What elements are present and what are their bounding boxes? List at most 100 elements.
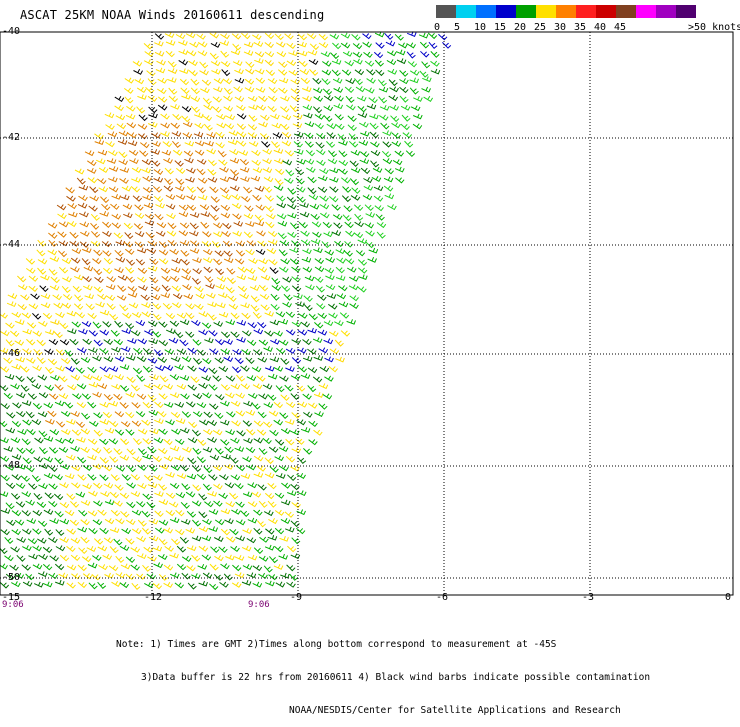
wind-barb: [180, 501, 190, 509]
wind-barb: [196, 402, 207, 409]
wind-barb: [133, 437, 142, 446]
wind-barb: [78, 328, 88, 335]
wind-barb: [223, 87, 233, 95]
wind-barb: [20, 384, 30, 392]
wind-barb: [215, 394, 225, 401]
wind-barb: [199, 204, 210, 211]
wind-barb: [366, 77, 376, 84]
wind-barb: [131, 402, 141, 409]
wind-barb: [136, 393, 147, 400]
wind-barb: [142, 194, 152, 201]
wind-barb: [179, 78, 190, 86]
wind-barb: [58, 266, 69, 274]
wind-barb: [240, 302, 250, 309]
wind-barb: [135, 258, 146, 266]
wind-barb: [55, 365, 65, 372]
wind-barb: [87, 510, 98, 517]
wind-barb: [201, 322, 212, 329]
wind-barb: [55, 529, 65, 536]
wind-barb: [261, 141, 271, 148]
wind-barb: [344, 240, 354, 248]
wind-barb: [158, 241, 168, 249]
wind-barb: [173, 149, 183, 156]
wind-barb: [315, 285, 325, 293]
wind-barb: [179, 339, 189, 347]
wind-barb: [5, 322, 15, 329]
wind-barb: [324, 356, 334, 363]
wind-barb: [375, 69, 385, 77]
wind-barb: [340, 177, 351, 184]
wind-barb: [273, 419, 284, 426]
wind-barb: [189, 240, 200, 247]
wind-barb: [88, 582, 98, 590]
wind-barb: [194, 286, 204, 293]
wind-barb: [271, 284, 281, 291]
wind-barb: [81, 556, 92, 563]
wind-barb: [38, 463, 49, 469]
wind-barb: [110, 203, 120, 210]
wind-barb: [153, 195, 164, 203]
wind-barb: [399, 70, 409, 77]
wind-barb: [218, 492, 228, 499]
wind-barb: [312, 337, 323, 344]
wind-barb: [182, 132, 193, 139]
wind-barb: [210, 196, 220, 203]
wind-barb: [97, 581, 107, 590]
wind-barb: [281, 131, 292, 139]
wind-barb: [242, 528, 252, 534]
colorbar-label: 15: [494, 22, 507, 33]
wind-barb: [190, 78, 200, 86]
wind-barb: [6, 301, 17, 308]
wind-barb: [186, 545, 197, 552]
wind-barb: [348, 133, 358, 141]
wind-barb: [87, 473, 97, 481]
wind-barb: [65, 454, 76, 461]
wind-barb: [31, 383, 42, 390]
wind-barb: [17, 428, 27, 435]
wind-barb: [44, 384, 55, 391]
wind-barb: [165, 510, 176, 517]
wind-barb: [214, 250, 224, 257]
wind-barb: [294, 149, 304, 155]
wind-barb: [144, 329, 154, 336]
wind-barb: [276, 202, 287, 209]
wind-barb: [93, 412, 103, 419]
wind-barb: [268, 518, 278, 525]
wind-barb: [114, 429, 125, 436]
wind-barb: [28, 553, 38, 560]
wind-barb: [290, 374, 301, 381]
wind-barb: [322, 393, 333, 400]
wind-barb: [58, 393, 69, 400]
wind-barb: [70, 500, 80, 508]
wind-barb: [247, 517, 258, 524]
wind-barb: [66, 419, 76, 425]
wind-barb: [176, 312, 187, 319]
wind-barb: [58, 572, 69, 579]
wind-barb: [202, 446, 213, 453]
wind-barb: [82, 338, 92, 345]
wind-barb: [364, 204, 374, 212]
wind-barb: [137, 247, 147, 254]
wind-barb: [254, 214, 264, 222]
wind-barb: [169, 552, 179, 559]
wind-barb: [100, 491, 110, 497]
wind-barb: [87, 177, 98, 184]
wind-barb: [335, 356, 345, 363]
wind-barb: [71, 247, 82, 254]
wind-barb: [108, 438, 119, 445]
wind-barb: [267, 394, 277, 401]
wind-barb: [202, 392, 212, 399]
wind-barb: [292, 122, 303, 128]
wind-barb: [186, 194, 196, 201]
wind-barb: [142, 438, 152, 445]
wind-barb: [141, 311, 152, 318]
wind-barb: [0, 384, 9, 392]
wind-barb: [278, 77, 289, 84]
wind-barb: [262, 158, 272, 165]
wind-barb: [378, 86, 389, 93]
wind-barb: [175, 509, 185, 517]
wind-barb: [365, 241, 375, 249]
colorbar-end-label: >50 knots: [688, 22, 740, 33]
wind-barb: [152, 545, 163, 552]
wind-barb: [42, 581, 53, 588]
